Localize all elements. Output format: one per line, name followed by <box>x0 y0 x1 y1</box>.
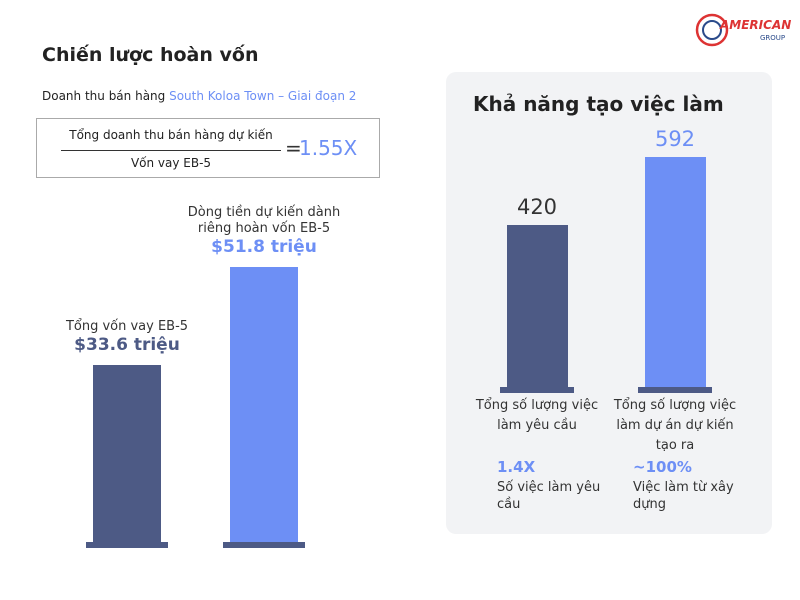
bar <box>644 157 706 390</box>
fraction-line <box>61 150 281 151</box>
bar <box>93 364 161 545</box>
value-label: 592 <box>654 127 696 151</box>
formula-result: 1.55X <box>299 136 358 160</box>
category-label: Tổng số lượng việc làm yêu cầu <box>475 398 599 433</box>
subtitle-text: Doanh thu bán hàng <box>42 89 166 103</box>
category-label: Tổng số lượng việc làm dự án dự kiến tạo… <box>613 398 737 453</box>
logo-text: AMERICAN <box>720 18 792 32</box>
bar-base <box>638 387 712 393</box>
chart-title: Khả năng tạo việc làm <box>473 92 724 116</box>
category-label: Tổng vốn vay EB-5 <box>65 318 189 334</box>
category-label: Dòng tiền dự kiến dành riêng hoàn vốn EB… <box>187 205 341 236</box>
logo: AMERICAN GROUP <box>694 6 794 52</box>
logo-graphic <box>695 13 729 47</box>
bar <box>506 224 568 390</box>
value-label: $51.8 triệu <box>211 237 317 257</box>
bar <box>230 267 298 545</box>
chart-title: Chiến lược hoàn vốn <box>42 44 259 66</box>
formula-box: Tổng doanh thu bán hàng dự kiến Vốn vay … <box>36 118 380 178</box>
formula-operator: = <box>285 136 302 160</box>
formula-denominator: Vốn vay EB-5 <box>130 156 212 170</box>
annotation-value: 1.4X <box>497 458 536 476</box>
bar-label: Tổng vốn vay EB-5 $33.6 triệu <box>47 319 207 355</box>
annotation-text: Việc làm từ xây dựng <box>633 480 734 512</box>
panel <box>446 72 772 534</box>
subtitle-highlight: South Koloa Town – Giai đoạn 2 <box>169 89 357 103</box>
value-label: 420 <box>516 194 558 219</box>
bar-label: Dòng tiền dự kiến dành riêng hoàn vốn EB… <box>184 205 344 257</box>
value-label: $33.6 triệu <box>74 334 180 355</box>
annotation-value: ~100% <box>633 458 692 476</box>
annotation-text: Số việc làm yêu cầu <box>497 480 601 512</box>
bar-base <box>86 542 168 548</box>
bar-base <box>223 542 305 548</box>
logo-sub: GROUP <box>760 34 786 42</box>
bar-base <box>500 387 574 393</box>
formula-numerator: Tổng doanh thu bán hàng dự kiến <box>69 128 273 142</box>
subtitle: Doanh thu bán hàng South Koloa Town – Gi… <box>42 89 356 103</box>
